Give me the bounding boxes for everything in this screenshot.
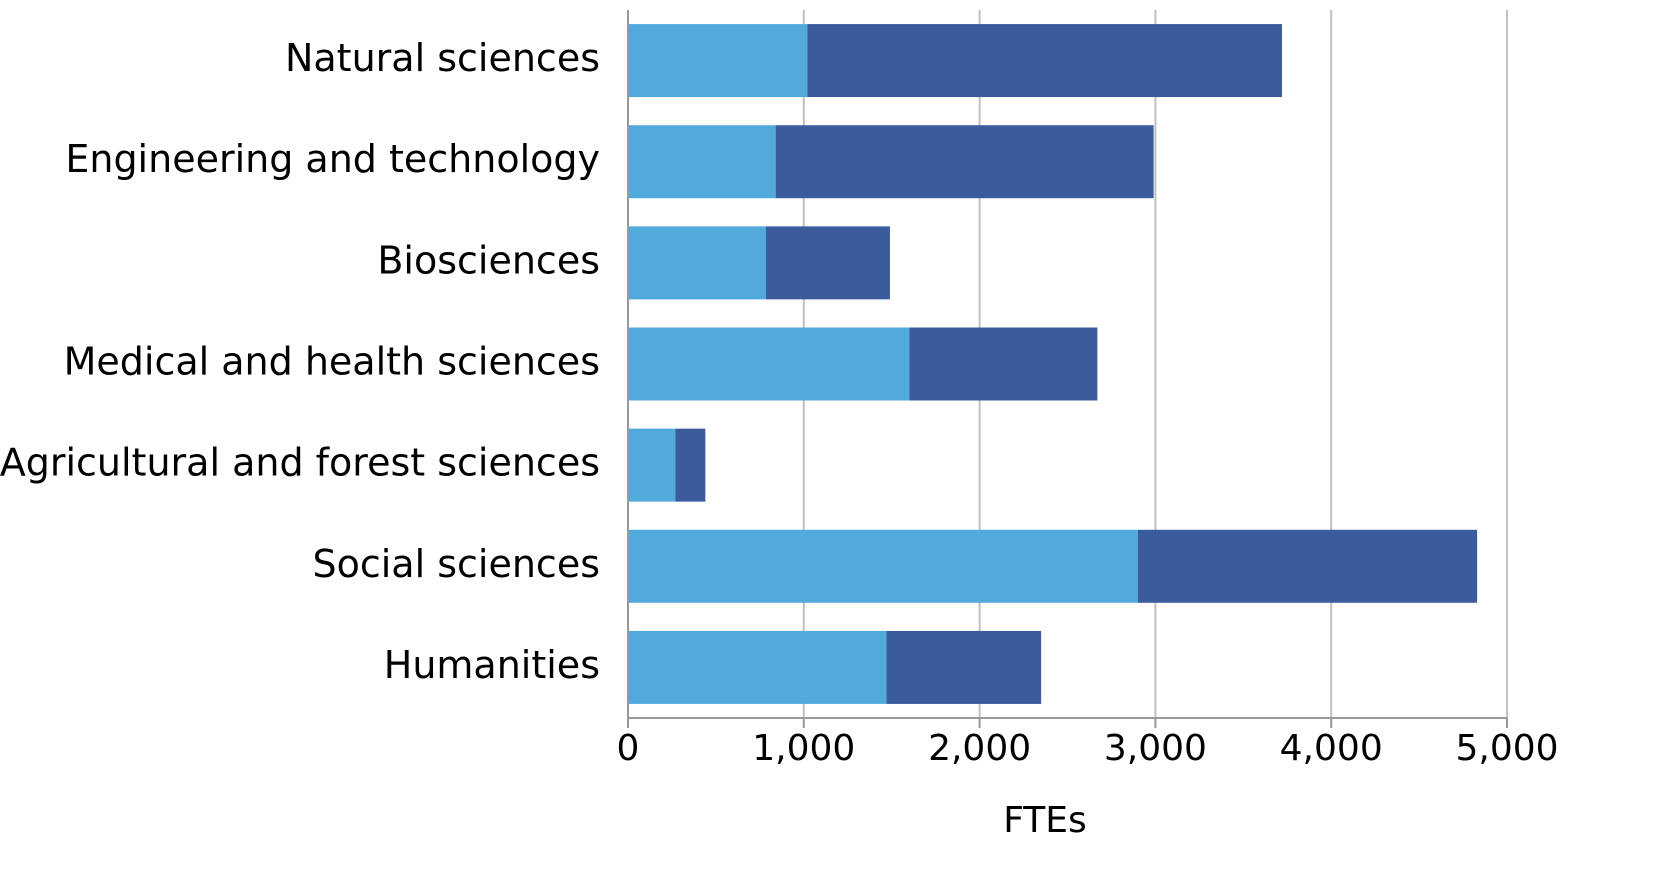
x-tick-label: 4,000	[1280, 728, 1383, 769]
bar	[675, 428, 706, 502]
bar	[886, 630, 1042, 704]
bar	[766, 226, 890, 300]
x-axis-title: FTEs	[1003, 800, 1087, 841]
x-tick-label: 3,000	[1104, 728, 1207, 769]
x-tick-label: 1,000	[752, 728, 855, 769]
bar	[775, 125, 1154, 199]
bar	[628, 24, 808, 98]
bar	[909, 327, 1098, 401]
bar	[628, 327, 910, 401]
y-tick-label: Engineering and technology	[65, 137, 600, 181]
bar	[1137, 529, 1478, 603]
bar	[628, 529, 1138, 603]
bar	[628, 630, 887, 704]
y-tick-label: Natural sciences	[285, 36, 600, 80]
y-tick-label: Agricultural and forest sciences	[0, 441, 600, 485]
x-tick-label: 5,000	[1455, 728, 1558, 769]
y-tick-label: Social sciences	[312, 542, 600, 586]
x-tick-label: 2,000	[928, 728, 1031, 769]
bar	[628, 125, 776, 199]
x-tick-label: 0	[617, 728, 640, 769]
bar	[628, 428, 676, 502]
y-tick-label: Humanities	[384, 643, 600, 687]
bar	[807, 24, 1282, 98]
y-tick-label: Medical and health sciences	[64, 340, 600, 384]
y-tick-label: Biosciences	[377, 238, 600, 282]
bar	[628, 226, 767, 300]
